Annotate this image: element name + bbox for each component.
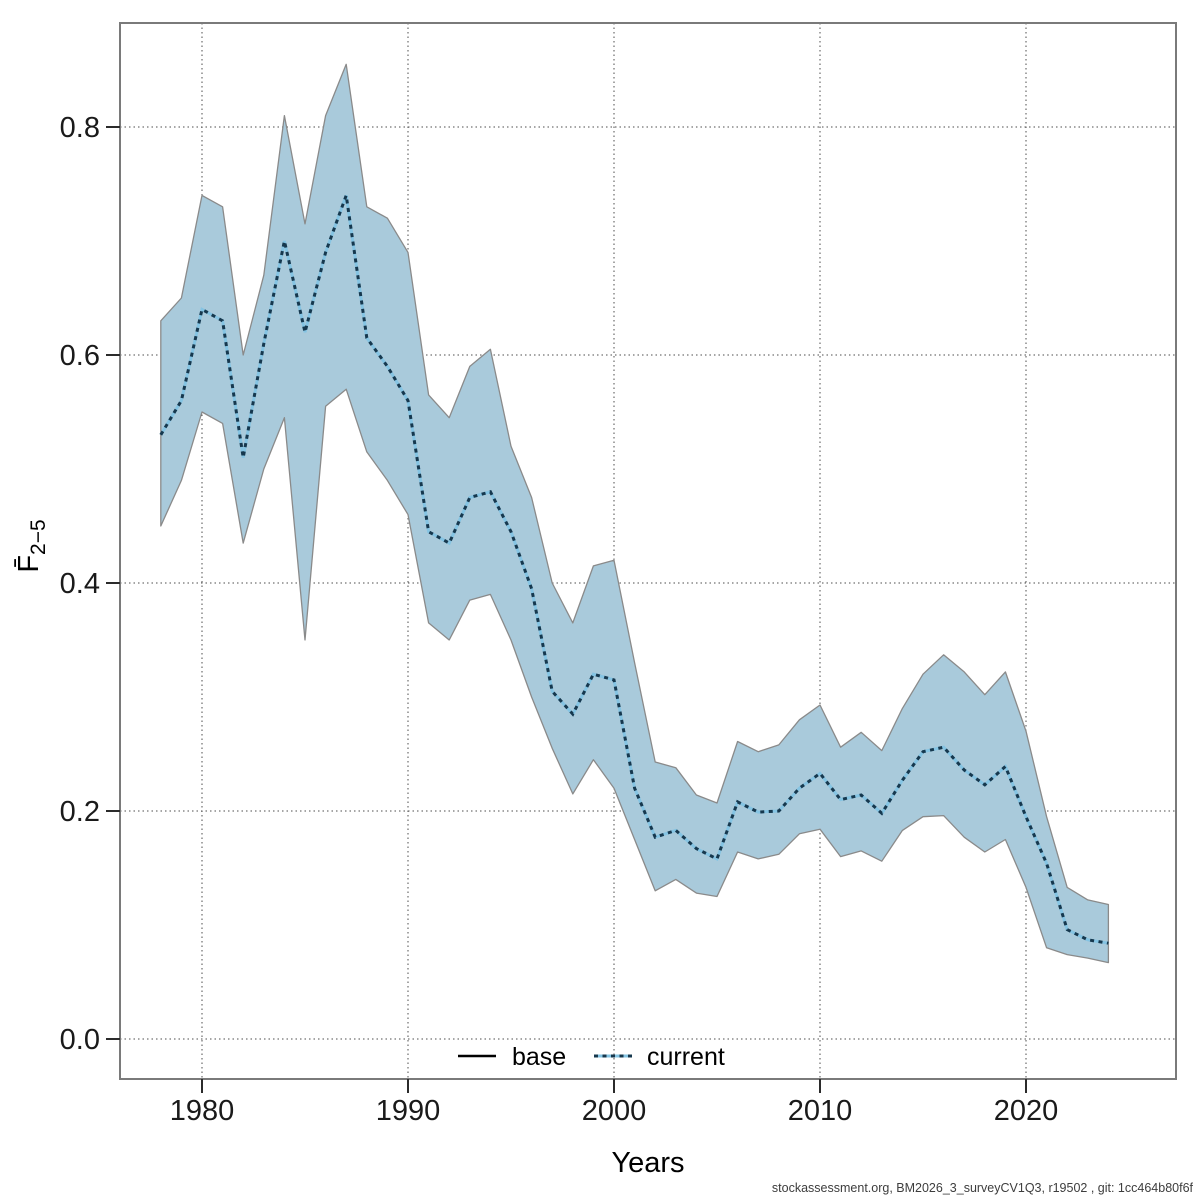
x-axis-title: Years	[611, 1147, 684, 1179]
x-tick-label: 2010	[788, 1095, 853, 1127]
legend-base-label: base	[512, 1043, 566, 1071]
confidence-band	[160, 63, 1110, 964]
legend: base current	[458, 1043, 725, 1071]
x-tick-label: 1990	[376, 1095, 441, 1127]
y-axis-title: F̄2−5	[13, 519, 50, 572]
axis-ticks	[106, 126, 1027, 1093]
footer-citation: stockassessment.org, BM2026_3_surveyCV1Q…	[772, 1181, 1194, 1195]
x-tick-labels: 1980 1990 2000 2010 2020	[170, 1095, 1059, 1127]
y-tick-label: 0.2	[60, 796, 100, 828]
plot-border	[119, 22, 1177, 1080]
y-tick-label: 0.4	[60, 568, 100, 600]
y-tick-label: 0.6	[60, 340, 100, 372]
legend-current-label: current	[647, 1043, 725, 1071]
x-tick-label: 2020	[994, 1095, 1059, 1127]
y-tick-labels: 0.0 0.2 0.4 0.6 0.8	[60, 112, 100, 1056]
x-tick-label: 2000	[582, 1095, 647, 1127]
x-tick-label: 1980	[170, 1095, 235, 1127]
y-tick-label: 0.8	[60, 112, 100, 144]
y-tick-label: 0.0	[60, 1024, 100, 1056]
current-line	[159, 194, 1109, 945]
